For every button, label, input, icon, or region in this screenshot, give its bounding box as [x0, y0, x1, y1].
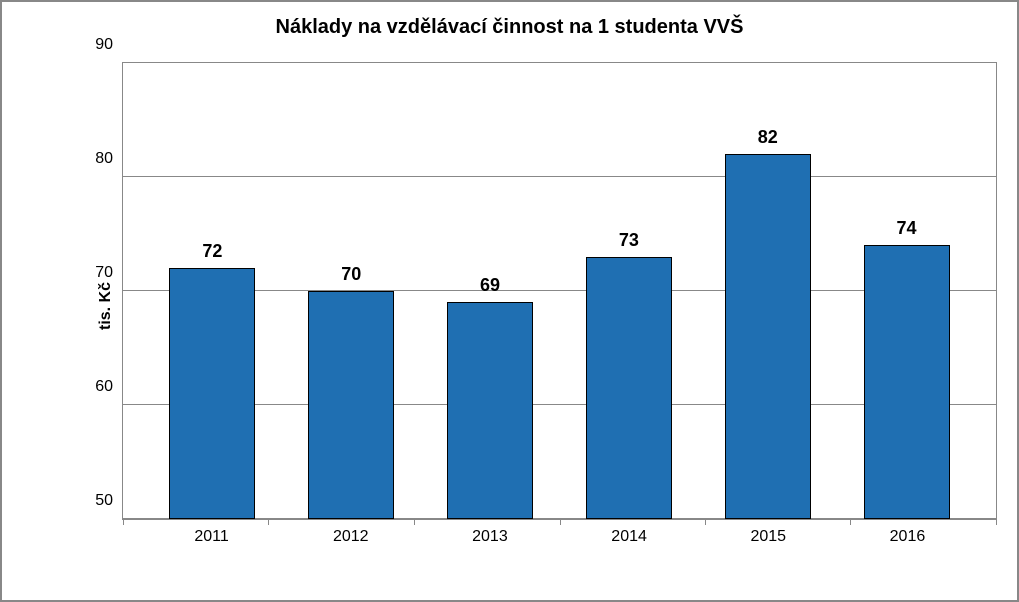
x-tick-label: 2014 — [560, 522, 699, 550]
plot-area: 50 60 70 80 90 72 70 69 73 — [122, 62, 997, 520]
x-tick-label: 2011 — [142, 522, 281, 550]
chart-container: Náklady na vzdělávací činnost na 1 stude… — [0, 0, 1019, 602]
bar — [586, 257, 672, 519]
bars-group: 72 70 69 73 82 — [123, 63, 996, 519]
bar-slot: 74 — [837, 63, 976, 519]
y-axis-label: tis. Kč — [97, 282, 115, 330]
y-tick-label: 50 — [95, 492, 113, 510]
bar-value-label: 82 — [758, 127, 778, 148]
bar-slot: 82 — [698, 63, 837, 519]
bar-value-label: 74 — [897, 218, 917, 239]
bar-slot: 72 — [143, 63, 282, 519]
bar — [308, 291, 394, 519]
x-labels: 2011 2012 2013 2014 2015 2016 — [122, 522, 997, 550]
x-tick-label: 2016 — [838, 522, 977, 550]
bar — [864, 245, 950, 519]
bar-value-label: 73 — [619, 230, 639, 251]
y-tick-label: 70 — [95, 264, 113, 282]
bar — [169, 268, 255, 519]
bar-slot: 70 — [282, 63, 421, 519]
x-tick-label: 2013 — [420, 522, 559, 550]
y-tick-label: 80 — [95, 150, 113, 168]
bar — [447, 302, 533, 519]
chart-title: Náklady na vzdělávací činnost na 1 stude… — [2, 2, 1017, 47]
bar-value-label: 72 — [202, 241, 222, 262]
bar-slot: 73 — [559, 63, 698, 519]
x-tick-label: 2012 — [281, 522, 420, 550]
y-tick-label: 90 — [95, 36, 113, 54]
x-tick-label: 2015 — [699, 522, 838, 550]
bar — [725, 154, 811, 519]
y-tick-label: 60 — [95, 378, 113, 396]
bar-slot: 69 — [421, 63, 560, 519]
plot-wrap: tis. Kč 50 60 70 80 90 72 70 — [72, 62, 997, 550]
bar-value-label: 70 — [341, 264, 361, 285]
bar-value-label: 69 — [480, 275, 500, 296]
